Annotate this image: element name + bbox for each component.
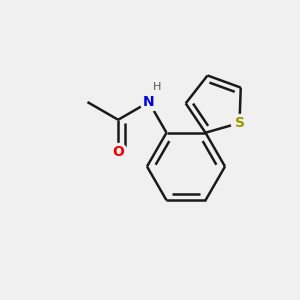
Text: O: O (112, 145, 124, 159)
Text: H: H (153, 82, 161, 92)
Text: N: N (143, 95, 154, 109)
Text: S: S (235, 116, 244, 130)
